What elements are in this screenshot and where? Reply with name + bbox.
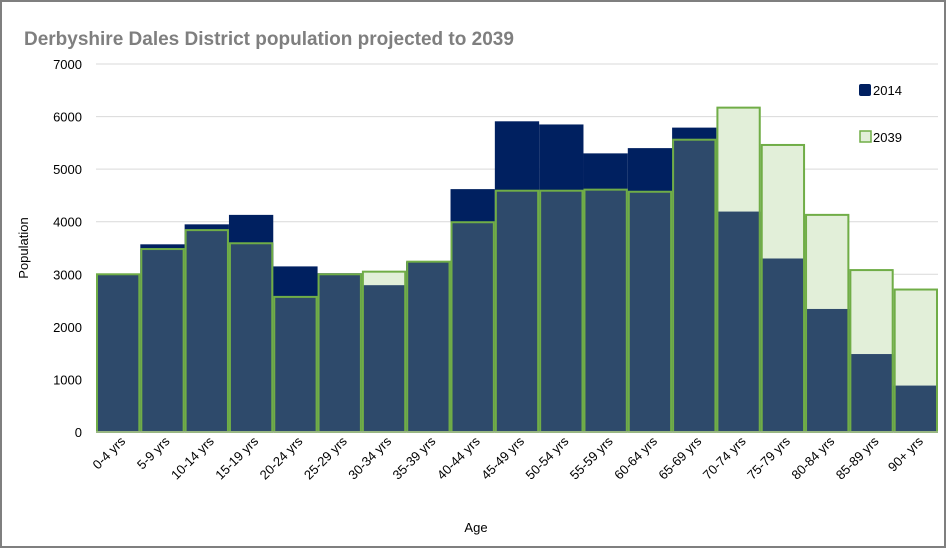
x-tick-label: 45-49 yrs — [478, 433, 527, 482]
x-tick-label: 80-84 yrs — [788, 433, 837, 482]
x-tick-label: 5-9 yrs — [134, 433, 173, 472]
y-tick-label: 0 — [75, 425, 82, 440]
bar-overlap — [361, 285, 407, 432]
bar-overlap — [494, 190, 540, 432]
y-axis-ticks: 0 1000 2000 3000 4000 5000 6000 7000 — [53, 57, 82, 440]
bar-overlap — [450, 222, 495, 432]
bar-overlap — [849, 354, 894, 432]
bar-overlap — [539, 190, 584, 432]
legend-swatch-2039 — [859, 130, 872, 143]
x-tick-label: 15-19 yrs — [212, 433, 261, 482]
y-tick-label: 2000 — [53, 320, 82, 335]
bar-overlap — [317, 274, 362, 432]
bar-overlap — [805, 308, 850, 432]
legend-label-2039: 2039 — [873, 130, 902, 145]
y-tick-label: 1000 — [53, 372, 82, 387]
bar-overlap — [760, 258, 806, 432]
bar-overlap — [184, 230, 229, 432]
x-tick-label: 0-4 yrs — [90, 433, 129, 472]
x-tick-label: 75-79 yrs — [744, 433, 793, 482]
overlap-bars — [96, 139, 938, 432]
y-tick-label: 7000 — [53, 57, 82, 72]
x-tick-label: 55-59 yrs — [567, 433, 616, 482]
x-tick-label: 40-44 yrs — [434, 433, 483, 482]
x-tick-label: 20-24 yrs — [257, 433, 306, 482]
x-tick-label: 60-64 yrs — [611, 433, 660, 482]
y-tick-label: 3000 — [53, 267, 82, 282]
bar-overlap — [228, 243, 274, 432]
x-tick-label: 70-74 yrs — [700, 433, 749, 482]
x-tick-label: 90+ yrs — [885, 433, 926, 474]
bar-overlap — [716, 211, 761, 432]
legend-swatch-2014 — [859, 84, 871, 96]
x-axis-label: Age — [464, 520, 487, 535]
x-tick-label: 10-14 yrs — [168, 433, 217, 482]
x-tick-label: 85-89 yrs — [833, 433, 882, 482]
bar-overlap — [627, 191, 673, 432]
bar-overlap — [672, 139, 717, 432]
bar-overlap — [893, 385, 938, 432]
bar-overlap — [273, 296, 318, 432]
chart-title: Derbyshire Dales District population pro… — [24, 29, 514, 50]
legend: 2014 2039 — [859, 83, 902, 145]
y-axis-label: Population — [16, 217, 31, 278]
y-tick-label: 5000 — [53, 162, 82, 177]
x-tick-label: 30-34 yrs — [345, 433, 394, 482]
legend-label-2014: 2014 — [873, 83, 902, 98]
y-tick-label: 6000 — [53, 110, 82, 125]
bar-overlap — [406, 261, 451, 432]
bar-overlap — [96, 274, 141, 432]
bar-overlap — [583, 189, 628, 432]
bar-overlap — [140, 249, 185, 432]
x-tick-label: 25-29 yrs — [301, 433, 350, 482]
x-tick-label: 65-69 yrs — [655, 433, 704, 482]
y-tick-label: 4000 — [53, 215, 82, 230]
x-tick-label: 50-54 yrs — [523, 433, 572, 482]
x-tick-label: 35-39 yrs — [390, 433, 439, 482]
